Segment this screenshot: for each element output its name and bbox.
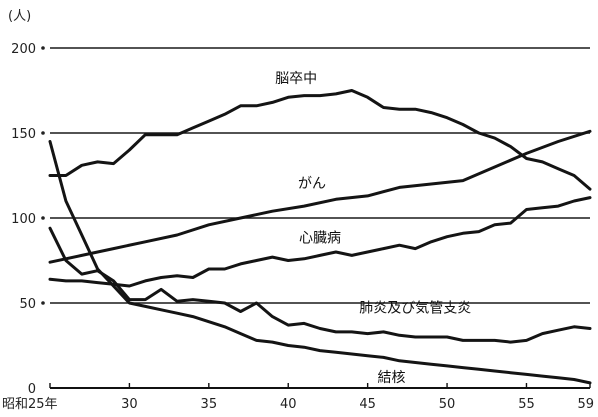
y-tick-label-150: 150 xyxy=(11,127,36,142)
x-tick-label-25: 昭和25年 xyxy=(2,397,58,412)
y-tick-label-0: 0 xyxy=(28,382,36,397)
y-tick-dot-200 xyxy=(41,46,45,50)
series-label-3: 心臓病 xyxy=(299,231,341,247)
y-axis-ticks: 0 50 100 150 200 xyxy=(11,42,45,397)
y-tick-label-100: 100 xyxy=(11,212,36,227)
y-axis-unit-label: (人) xyxy=(8,9,31,24)
series-line-3 xyxy=(48,196,592,288)
y-tick-label-50: 50 xyxy=(19,297,36,312)
series-label-1: 脳卒中 xyxy=(275,71,317,87)
x-tick-label-40: 40 xyxy=(280,397,297,412)
series-line-5 xyxy=(48,140,592,385)
x-tick-label-45: 45 xyxy=(359,397,376,412)
y-tick-dot-100 xyxy=(41,216,45,220)
series-label-2: がん xyxy=(298,176,326,192)
series-label-5: 結核 xyxy=(377,370,405,386)
series-label-4: 肺炎及び気管支炎 xyxy=(359,300,471,316)
x-tick-label-50: 50 xyxy=(439,397,456,412)
x-tick-label-55: 55 xyxy=(518,397,535,412)
x-tick-label-35: 35 xyxy=(201,397,218,412)
series-lines xyxy=(48,89,592,385)
series-line-1 xyxy=(48,89,592,191)
series-line-2 xyxy=(48,129,592,264)
x-tick-label-59: 59 xyxy=(577,397,594,412)
y-tick-dot-50 xyxy=(41,301,45,305)
y-tick-dot-150 xyxy=(41,131,45,135)
y-tick-label-200: 200 xyxy=(11,42,36,57)
x-tick-label-30: 30 xyxy=(121,397,138,412)
series-line-4 xyxy=(48,226,592,344)
gridlines xyxy=(50,47,590,304)
